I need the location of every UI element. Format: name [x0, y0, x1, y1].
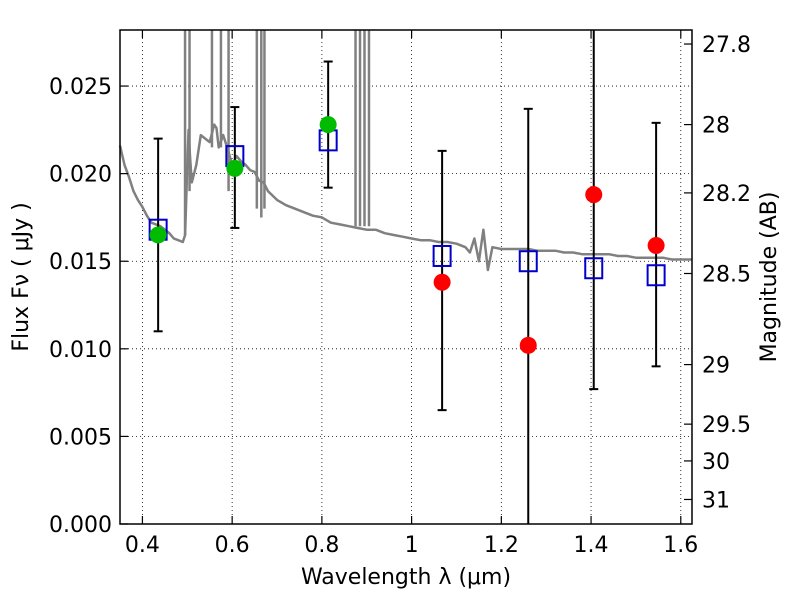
observed-flux-point: [319, 116, 337, 134]
right-tick-label: 27.8: [702, 33, 751, 58]
right-tick-label: 28.5: [702, 262, 751, 287]
x-axis-label: Wavelength λ (μm): [301, 565, 511, 590]
y-axis-ticks: 0.000 0.005 0.010 0.015 0.020 0.025: [49, 75, 128, 538]
model-spectrum-line: [118, 123, 692, 272]
right-axis-ticks: 27.8 28 28.2 28.5 29 29.5 30 31: [684, 33, 751, 513]
y-tick-label: 0.015: [49, 250, 112, 275]
y-tick-label: 0.010: [49, 338, 112, 363]
x-axis-ticks: 0.4 0.6 0.8 1 1.2 1.4 1.6: [125, 30, 698, 558]
x-tick-label: 1.2: [484, 533, 519, 558]
model-photometry-point: [432, 244, 452, 267]
x-tick-label: 0.4: [125, 533, 160, 558]
x-tick-label: 0.6: [215, 533, 250, 558]
model-spectrum: [118, 30, 692, 272]
y-tick-label: 0.000: [49, 513, 112, 538]
y-tick-label: 0.005: [49, 425, 112, 450]
x-tick-label: 1.4: [574, 533, 609, 558]
x-tick-label: 0.8: [304, 533, 339, 558]
observed-flux-point: [585, 186, 603, 204]
observed-flux-point: [519, 336, 537, 354]
x-tick-label: 1: [405, 533, 419, 558]
observed-flux-point: [647, 236, 665, 254]
grid-lines: [120, 30, 692, 524]
model-photometry-point: [584, 257, 604, 280]
x-tick-label: 1.6: [663, 533, 698, 558]
right-tick-label: 29.5: [702, 413, 751, 438]
right-tick-label: 28: [702, 114, 730, 139]
observed-flux-markers: [149, 116, 665, 354]
observed-flux-point: [226, 159, 244, 177]
right-tick-label: 31: [702, 488, 730, 513]
model-photometry-point: [518, 250, 538, 273]
right-tick-label: 28.2: [702, 182, 751, 207]
model-photometry-point: [646, 264, 666, 287]
y-tick-label: 0.020: [49, 163, 112, 188]
observed-flux-point: [433, 273, 451, 291]
right-tick-label: 29: [702, 354, 730, 379]
y-tick-label: 0.025: [49, 75, 112, 100]
model-photometry-markers: [148, 129, 666, 287]
right-axis-label: Magnitude (AB): [757, 192, 782, 363]
observed-flux-point: [149, 226, 167, 244]
plot-frame: [119, 29, 693, 525]
right-tick-label: 30: [702, 450, 730, 475]
y-axis-label: Flux Fν ( μJy ): [9, 202, 34, 351]
